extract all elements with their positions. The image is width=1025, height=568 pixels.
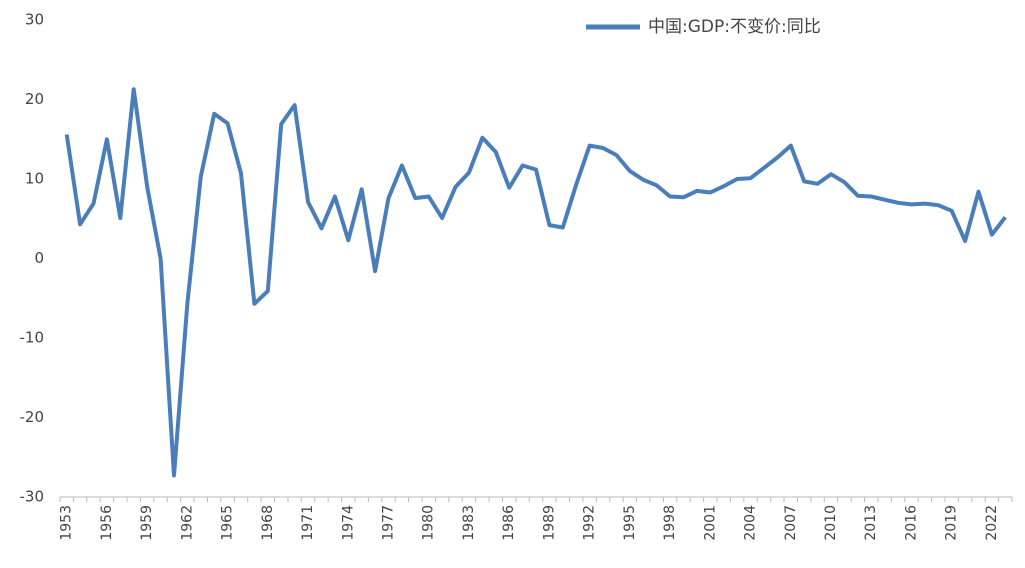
y-tick-label: -30 <box>20 488 45 506</box>
x-tick-label: 1968 <box>260 505 276 541</box>
series-line <box>64 87 1007 478</box>
x-tick-label: 1980 <box>421 505 437 541</box>
x-tick-label: 1956 <box>99 505 115 541</box>
x-tick-label: 1971 <box>300 505 316 541</box>
x-tick-label: 2022 <box>984 505 1000 541</box>
x-tick-label: 1998 <box>662 505 678 541</box>
x-tick-label: 1983 <box>461 505 477 541</box>
y-tick-label: -10 <box>20 329 45 347</box>
x-tick-label: 1962 <box>179 505 195 541</box>
x-tick-label: 2001 <box>702 505 718 541</box>
x-tick-label: 1965 <box>220 505 236 541</box>
x-tick-label: 2016 <box>903 505 919 541</box>
y-tick-label: 0 <box>34 249 44 267</box>
y-tick-label: 20 <box>25 90 44 108</box>
x-tick-label: 2010 <box>823 505 839 541</box>
x-tick-label: 1953 <box>59 505 75 541</box>
x-tick-label: 1989 <box>541 505 557 541</box>
y-tick-label: -20 <box>20 408 45 426</box>
x-tick-label: 1974 <box>340 505 356 541</box>
x-tick-label: 2007 <box>783 505 799 541</box>
x-tick-label: 1977 <box>381 505 397 541</box>
x-tick-label: 2019 <box>944 505 960 541</box>
x-tick-label: 2004 <box>743 505 759 541</box>
legend-label: 中国:GDP:不变价:同比 <box>648 17 821 37</box>
y-tick-label: 10 <box>25 170 44 188</box>
x-tick-label: 1992 <box>582 505 598 541</box>
x-tick-label: 1959 <box>139 505 155 541</box>
y-tick-label: 30 <box>25 11 44 29</box>
x-tick-label: 2013 <box>863 505 879 541</box>
x-tick-label: 1986 <box>501 505 517 541</box>
x-tick-label: 1995 <box>622 505 638 541</box>
